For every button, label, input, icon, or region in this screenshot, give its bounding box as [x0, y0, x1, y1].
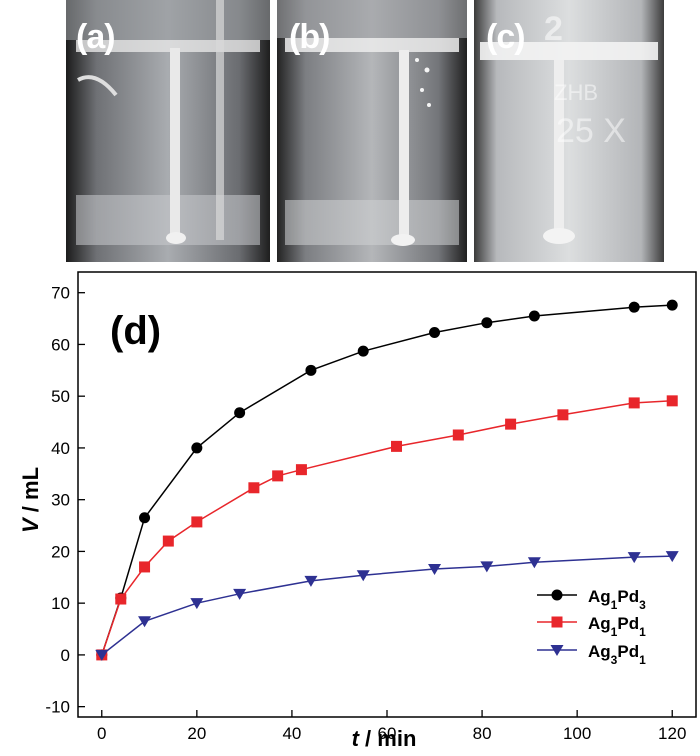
legend-entry-ag1pd3: Ag1Pd3 [537, 587, 646, 612]
data-point [627, 552, 641, 564]
data-point [505, 418, 517, 430]
data-point [248, 482, 260, 494]
legend-label-ag1pd3: Ag1Pd3 [588, 587, 646, 612]
data-point [428, 564, 442, 576]
photo-label-b: (b) [289, 18, 330, 56]
data-point [162, 535, 174, 547]
legend-label-ag1pd1: Ag1Pd1 [588, 614, 646, 639]
series-layer [95, 299, 679, 661]
y-tick-label: 40 [51, 439, 70, 458]
data-point [666, 395, 678, 407]
y-tick-label: 70 [51, 284, 70, 303]
y-tick-label: 20 [51, 542, 70, 561]
x-tick-label: 20 [187, 724, 206, 743]
data-point [115, 593, 127, 605]
legend-marker-square [551, 616, 563, 628]
data-point [628, 301, 640, 313]
legend-entry-ag3pd1: Ag3Pd1 [537, 642, 646, 667]
vial-image-b [277, 0, 467, 262]
y-tick-label: 10 [51, 594, 70, 613]
data-point [429, 327, 441, 339]
data-point [356, 570, 370, 582]
x-tick-label: 100 [563, 724, 591, 743]
data-point [191, 516, 203, 528]
y-axis-ticks: -10 0 10 20 30 40 50 60 70 [45, 284, 85, 717]
x-axis-ticks: 0 20 40 60 80 100 120 [97, 710, 686, 743]
y-tick-label: 0 [61, 646, 70, 665]
y-tick-label: 30 [51, 491, 70, 510]
photo-label-a: (a) [76, 18, 116, 56]
legend: Ag1Pd3 Ag1Pd1 Ag3Pd1 [537, 587, 646, 667]
vial-image-c: 2 ZHB 25 X [474, 0, 664, 262]
x-tick-label: 120 [658, 724, 686, 743]
legend-marker-circle [551, 589, 563, 601]
panel-label-d: (d) [110, 309, 161, 353]
data-point [304, 575, 318, 587]
data-point [272, 470, 284, 482]
y-tick-label: -10 [45, 698, 70, 717]
legend-label-ag3pd1: Ag3Pd1 [588, 642, 646, 667]
y-tick-label: 60 [51, 335, 70, 354]
data-point [666, 299, 678, 311]
photo-c: 2 ZHB 25 X (c) [474, 0, 664, 262]
legend-entry-ag1pd1: Ag1Pd1 [537, 614, 646, 639]
data-point [139, 561, 151, 573]
series-ag1pd1 [96, 395, 678, 661]
data-point [557, 409, 569, 421]
data-point [138, 616, 152, 628]
x-tick-label: 80 [473, 724, 492, 743]
data-point [481, 317, 493, 329]
data-point [480, 561, 494, 573]
x-tick-label: 40 [282, 724, 301, 743]
data-point [527, 557, 541, 569]
vial-image-a [66, 0, 270, 262]
data-point [191, 442, 203, 454]
series-ag3pd1 [95, 551, 679, 661]
data-point [190, 598, 204, 610]
vial-mark-mid: ZHB [554, 80, 598, 105]
data-point [357, 345, 369, 357]
vial-mark-bottom: 25 X [556, 112, 626, 150]
data-point [295, 464, 307, 476]
data-point [139, 512, 151, 524]
x-axis-label: t / min [352, 726, 417, 751]
series-line [101, 304, 673, 656]
data-point [452, 429, 464, 441]
data-point [665, 551, 679, 563]
photo-b: (b) [277, 0, 467, 262]
photo-label-c: (c) [486, 18, 526, 56]
data-point [391, 440, 403, 452]
plot-frame [77, 271, 697, 718]
x-tick-label: 0 [97, 724, 106, 743]
data-point [234, 407, 246, 419]
gas-volume-chart: -10 0 10 20 30 40 50 60 70 0 20 40 60 80 100 120 (d) V… [18, 271, 697, 751]
data-point [233, 588, 247, 600]
data-point [95, 649, 109, 661]
vial-mark-top: 2 [544, 10, 563, 48]
y-axis-label: V / mL [18, 467, 43, 533]
data-point [528, 310, 540, 322]
data-point [305, 364, 317, 376]
x-tick-label: 60 [378, 724, 397, 743]
legend-marker-triangle [550, 645, 564, 656]
data-point [628, 397, 640, 409]
photo-a: (a) [66, 0, 270, 262]
y-tick-label: 50 [51, 387, 70, 406]
